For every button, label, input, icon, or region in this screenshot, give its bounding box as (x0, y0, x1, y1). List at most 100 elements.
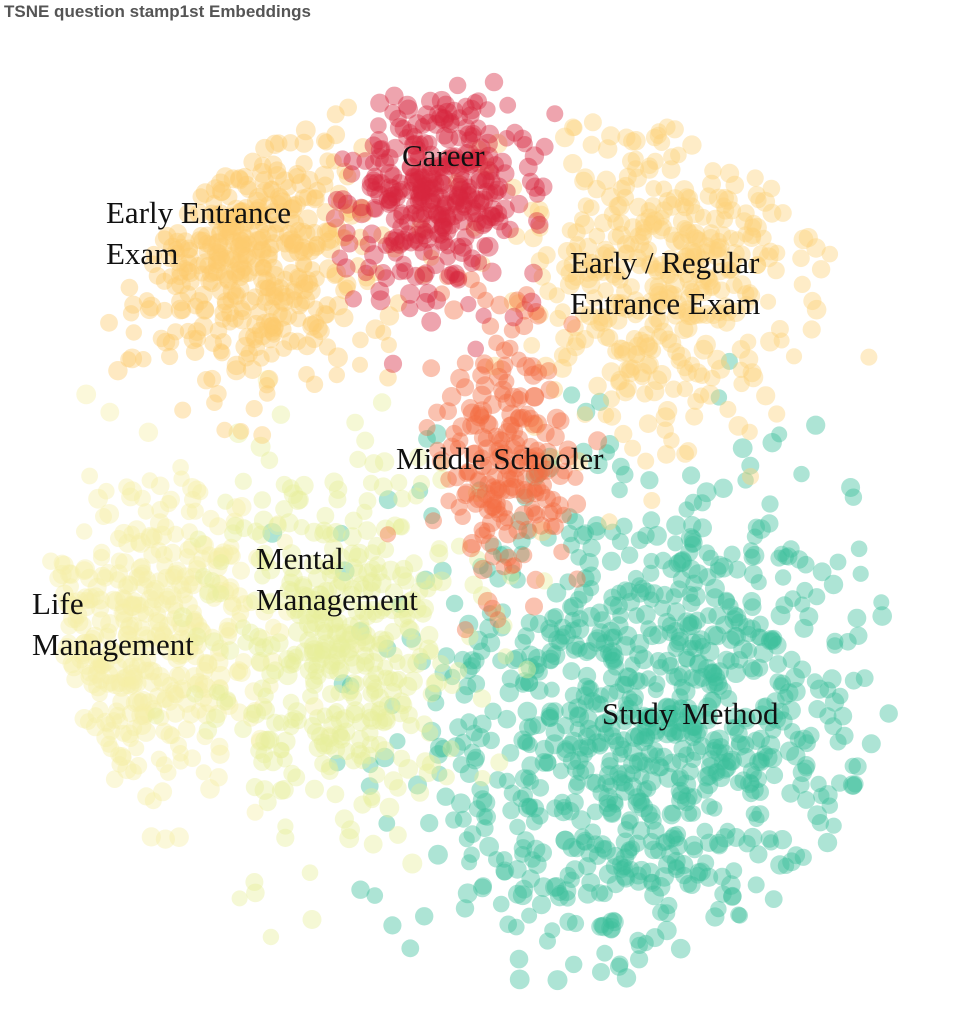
scatter-point (371, 713, 389, 730)
scatter-point (639, 355, 659, 375)
scatter-point (598, 139, 618, 159)
scatter-point (241, 623, 260, 642)
scatter-point (207, 254, 227, 274)
scatter-point (250, 303, 268, 321)
scatter-point (294, 189, 312, 207)
scatter-point (374, 452, 395, 472)
scatter-point (285, 196, 303, 214)
scatter-point (162, 490, 180, 509)
scatter-point (67, 611, 84, 628)
scatter-point (360, 746, 378, 765)
scatter-point (196, 654, 214, 672)
scatter-point (798, 734, 816, 753)
scatter-point (118, 575, 139, 595)
cluster-label-line: Exam (106, 236, 178, 271)
scatter-point (129, 757, 148, 775)
scatter-point (806, 299, 827, 320)
scatter-point (520, 674, 539, 692)
scatter-point (183, 330, 203, 350)
scatter-point (521, 797, 539, 815)
scatter-point (756, 745, 774, 762)
scatter-point (118, 625, 137, 645)
scatter-point (176, 587, 193, 604)
scatter-point (563, 536, 580, 554)
scatter-point (375, 713, 393, 732)
scatter-point (246, 803, 264, 821)
scatter-point (682, 466, 701, 485)
scatter-point (269, 195, 288, 213)
scatter-point (95, 657, 112, 674)
scatter-point (133, 619, 151, 637)
scatter-point (458, 831, 475, 848)
scatter-point (842, 775, 863, 795)
scatter-point (264, 202, 283, 222)
scatter-point (60, 634, 78, 652)
scatter-point (216, 693, 234, 711)
scatter-point (352, 228, 369, 246)
scatter-point (567, 513, 584, 531)
scatter-point (649, 126, 667, 144)
scatter-point (612, 773, 631, 792)
scatter-point (214, 333, 232, 350)
scatter-point (320, 726, 339, 745)
scatter-point (244, 682, 263, 701)
scatter-point (747, 518, 766, 536)
scatter-point (184, 491, 202, 509)
scatter-point (586, 773, 606, 793)
scatter-point (727, 627, 746, 647)
scatter-point (160, 725, 179, 745)
scatter-point (212, 581, 230, 600)
scatter-point (708, 188, 729, 209)
scatter-point (725, 277, 743, 294)
scatter-point (683, 835, 704, 856)
scatter-point (60, 617, 78, 635)
scatter-point (122, 576, 139, 593)
scatter-point (128, 657, 147, 676)
scatter-point (170, 736, 187, 754)
scatter-point (603, 727, 622, 745)
scatter-point (636, 728, 656, 747)
scatter-point (601, 917, 622, 938)
scatter-point (326, 125, 346, 145)
scatter-point (353, 579, 374, 600)
scatter-point (126, 642, 146, 661)
scatter-point (172, 459, 189, 476)
scatter-point (683, 516, 702, 535)
scatter-point (81, 664, 98, 682)
scatter-point (155, 829, 175, 849)
scatter-point (214, 208, 234, 228)
scatter-point (456, 621, 474, 639)
scatter-point (631, 577, 648, 594)
scatter-point (127, 691, 148, 712)
scatter-point (92, 671, 110, 689)
scatter-point (524, 387, 545, 407)
scatter-point (710, 900, 727, 918)
scatter-point (348, 547, 368, 567)
scatter-point (357, 264, 374, 282)
scatter-point (341, 625, 359, 643)
scatter-point (320, 728, 340, 748)
scatter-point (654, 747, 674, 767)
scatter-point (808, 588, 826, 606)
scatter-point (655, 585, 674, 604)
scatter-point (537, 246, 556, 265)
scatter-point (373, 226, 392, 245)
scatter-point (532, 516, 551, 535)
scatter-point (116, 650, 136, 669)
scatter-point (771, 426, 788, 443)
scatter-point (523, 228, 543, 248)
scatter-point (582, 538, 601, 558)
scatter-point (262, 592, 280, 610)
scatter-point (149, 513, 170, 533)
scatter-point (173, 645, 192, 664)
scatter-point (635, 224, 652, 241)
cluster-label-line: Early Entrance (106, 195, 291, 230)
scatter-point (728, 416, 749, 436)
scatter-point (257, 553, 275, 571)
scatter-point (591, 884, 609, 902)
scatter-point (665, 286, 683, 304)
scatter-point (92, 548, 111, 567)
scatter-point (556, 881, 577, 901)
scatter-point (343, 650, 360, 667)
scatter-point (349, 564, 367, 583)
